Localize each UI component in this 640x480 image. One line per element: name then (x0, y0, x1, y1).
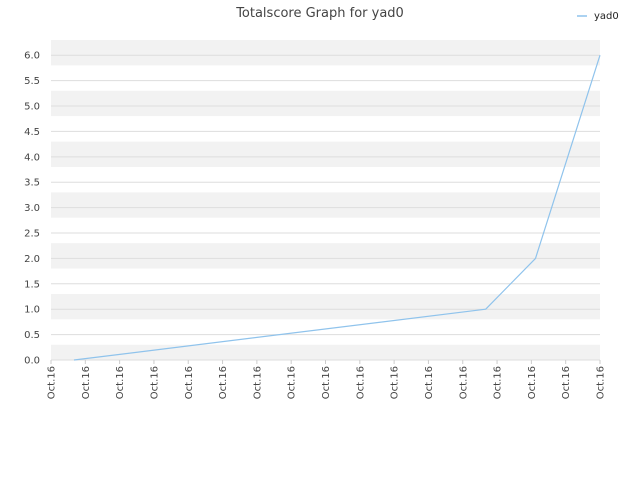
x-tick-label: Oct.16 (390, 366, 401, 399)
plot-band (51, 243, 600, 269)
y-tick-label: 1.5 (24, 279, 40, 290)
plot-band (51, 116, 600, 142)
y-tick-label: 3.0 (24, 203, 40, 214)
plot-band (51, 319, 600, 345)
grid-lines (51, 54, 600, 361)
plot-band (51, 344, 600, 360)
y-tick-label: 5.0 (24, 102, 40, 113)
legend-label-yad0: yad0 (594, 11, 619, 22)
x-tick-label: Oct.16 (355, 366, 366, 399)
x-tick-label: Oct.16 (424, 366, 435, 399)
plot-band (51, 141, 600, 167)
y-tick-label: 2.5 (24, 229, 40, 240)
series-line-yad0 (73, 55, 601, 361)
plot-band (51, 217, 600, 244)
plot-band (51, 166, 600, 193)
x-tick-label: Oct.16 (47, 366, 58, 399)
y-tick-label: 3.5 (24, 178, 40, 189)
x-tick-label: Oct.16 (115, 366, 126, 399)
y-tick-label: 6.0 (24, 51, 40, 62)
plot-band (51, 268, 600, 294)
x-tick-label: Oct.16 (527, 366, 538, 399)
series-layer (73, 55, 601, 361)
x-tick-label: Oct.16 (287, 366, 298, 399)
x-tick-label: Oct.16 (458, 366, 469, 399)
plot-band (51, 192, 600, 218)
plot-band (51, 65, 600, 91)
chart-title: Totalscore Graph for yad0 (235, 6, 404, 21)
x-tick-label: Oct.16 (252, 366, 263, 399)
plot-background (51, 40, 600, 360)
x-tick-label: Oct.16 (321, 366, 332, 399)
plot-band (51, 293, 600, 320)
y-tick-label: 4.5 (24, 127, 40, 138)
y-axis: 0.0 0.5 1.0 1.5 2.0 2.5 3.0 3.5 4.0 4.5 5.0 5.5 6.0 (24, 51, 40, 367)
x-tick-label: Oct.16 (493, 366, 504, 399)
x-tick-label: Oct.16 (218, 366, 229, 399)
y-tick-label: 0.0 (24, 356, 40, 367)
y-tick-label: 2.0 (24, 254, 40, 265)
y-tick-label: 1.0 (24, 305, 40, 316)
x-tick-label: Oct.16 (149, 366, 160, 399)
plot-band (51, 40, 600, 66)
y-tick-label: 4.0 (24, 152, 40, 163)
x-tick-label: Oct.16 (184, 366, 195, 399)
x-axis: Oct.16 Oct.16 Oct.16 Oct.16 Oct.16 Oct.16 Oct.… (47, 360, 607, 399)
x-tick-label: Oct.16 (596, 366, 607, 399)
x-tick-label: Oct.16 (561, 366, 572, 399)
y-tick-label: 0.5 (24, 330, 40, 341)
plot-band (51, 90, 600, 117)
y-tick-label: 5.5 (24, 76, 40, 87)
x-tick-label: Oct.16 (81, 366, 92, 399)
legend[interactable]: yad0 (577, 11, 619, 22)
